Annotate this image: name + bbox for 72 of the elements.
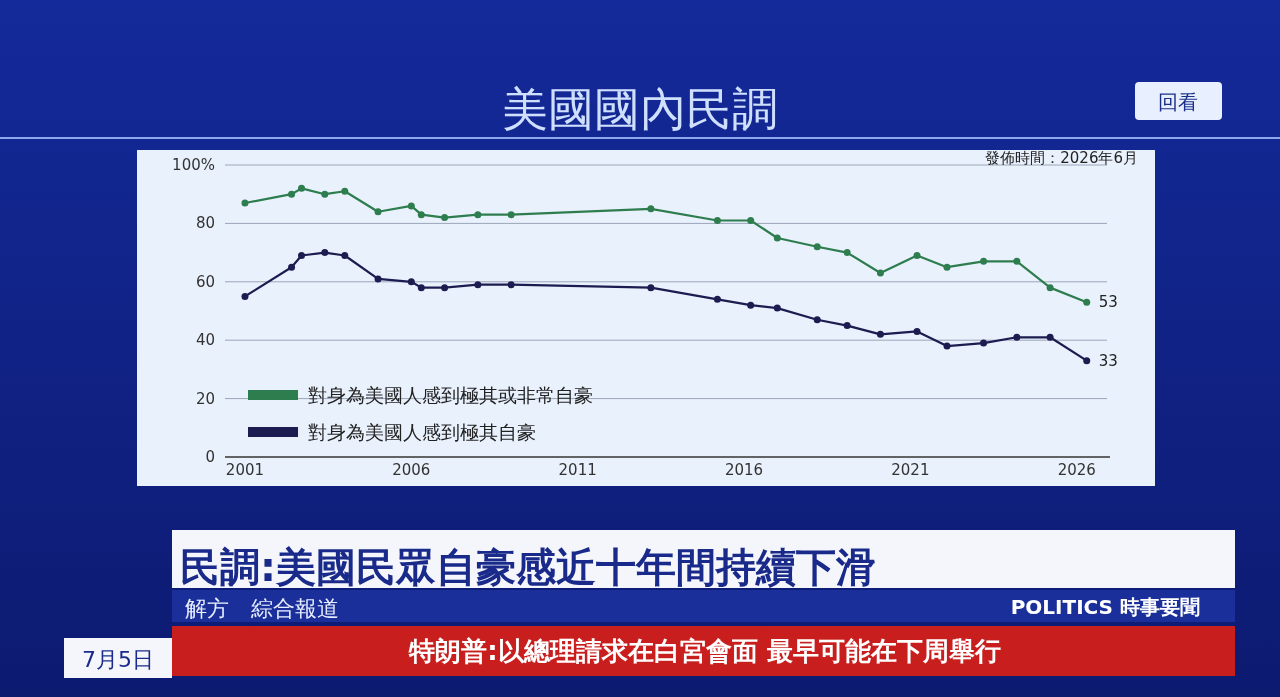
point	[773, 234, 781, 242]
point	[417, 284, 425, 292]
point	[813, 243, 821, 251]
point	[1083, 298, 1091, 306]
point	[341, 187, 349, 195]
x-tick-label: 2026	[1057, 461, 1096, 479]
y-tick-label: 80	[195, 214, 215, 233]
point	[374, 208, 382, 216]
point	[843, 322, 851, 330]
point	[1046, 284, 1054, 292]
point	[241, 292, 249, 300]
point	[474, 281, 482, 289]
point	[341, 252, 349, 260]
point	[943, 263, 951, 271]
point	[713, 295, 721, 303]
y-tick-label: 100%	[172, 156, 215, 174]
point	[943, 342, 951, 350]
point	[321, 249, 329, 257]
point	[876, 330, 884, 338]
point	[298, 252, 306, 260]
point	[507, 281, 515, 289]
point	[913, 327, 921, 335]
point	[980, 257, 988, 265]
point	[813, 316, 821, 324]
point	[441, 214, 449, 222]
x-tick-label: 2001	[225, 461, 265, 479]
point	[1013, 333, 1021, 341]
point	[1083, 357, 1091, 365]
point	[647, 284, 655, 292]
point	[980, 339, 988, 347]
point	[441, 284, 449, 292]
text: 解方 綜合報道	[185, 596, 339, 621]
point	[647, 205, 655, 213]
point	[713, 216, 721, 224]
point	[407, 202, 415, 210]
point	[374, 275, 382, 283]
text: POLITICS 時事要聞	[1010, 595, 1200, 619]
point	[407, 278, 415, 286]
y-tick-label: 40	[195, 331, 215, 350]
annotation: 發佈時間：2026年6月	[985, 149, 1138, 167]
legend-label: 對身為美國人感到極其自豪	[308, 421, 536, 443]
chart-title: 美國國內民調	[502, 82, 778, 136]
point	[288, 190, 296, 198]
y-tick-label: 20	[195, 389, 215, 408]
legend-label: 對身為美國人感到極其或非常自豪	[308, 384, 593, 406]
point	[747, 216, 755, 224]
x-tick-label: 2021	[891, 461, 930, 479]
x-tick-label: 2016	[724, 461, 764, 479]
point	[321, 190, 329, 198]
point	[507, 211, 515, 219]
point	[241, 199, 249, 207]
text: 特朗普:以總理請求在白宮會面 最早可能在下周舉行	[408, 636, 1001, 666]
data-label: 33	[1098, 351, 1118, 370]
point	[1013, 257, 1021, 265]
point	[773, 304, 781, 312]
point	[417, 211, 425, 219]
x-tick-label: 2006	[392, 461, 431, 479]
data-label: 53	[1098, 293, 1118, 312]
point	[1046, 333, 1054, 341]
point	[288, 263, 296, 271]
point	[747, 301, 755, 309]
point	[843, 249, 851, 257]
text: 7月5日	[82, 647, 154, 672]
point	[474, 211, 482, 219]
point	[298, 184, 306, 192]
y-tick-label: 0	[205, 448, 215, 466]
point	[876, 269, 884, 277]
y-tick-label: 60	[195, 272, 215, 291]
x-tick-label: 2011	[558, 461, 597, 479]
text: 回看	[1158, 90, 1198, 114]
text: 民調:美國民眾自豪感近十年間持續下滑	[180, 544, 876, 590]
point	[913, 252, 921, 260]
